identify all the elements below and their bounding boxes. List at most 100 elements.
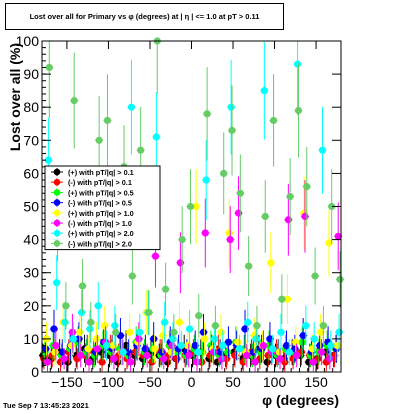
data-point xyxy=(85,358,93,366)
data-point xyxy=(275,348,283,356)
data-point xyxy=(328,202,336,211)
data-point xyxy=(203,110,211,118)
data-point xyxy=(259,341,268,350)
data-point xyxy=(94,302,102,310)
data-point xyxy=(136,328,144,336)
data-point xyxy=(150,345,159,353)
data-point xyxy=(260,87,268,95)
legend-entry: (+) with pT/|q| > 0.5 xyxy=(68,188,134,197)
x-tick-label: 150 xyxy=(304,374,328,390)
data-point xyxy=(175,318,184,326)
data-point xyxy=(235,345,244,353)
data-point xyxy=(202,176,210,184)
data-point xyxy=(195,312,203,320)
data-point xyxy=(45,63,53,72)
data-point xyxy=(70,96,78,105)
data-point xyxy=(210,348,218,356)
data-point xyxy=(143,351,151,360)
y-tick-label: 40 xyxy=(23,232,39,248)
data-point xyxy=(75,335,83,343)
data-point xyxy=(243,351,251,360)
data-point xyxy=(78,308,86,317)
data-point xyxy=(177,341,185,350)
y-tick-label: 0 xyxy=(31,364,39,380)
data-point xyxy=(160,355,168,363)
data-point xyxy=(61,318,69,326)
data-point xyxy=(137,146,145,154)
data-point xyxy=(326,355,334,363)
series-5 xyxy=(43,176,343,372)
x-tick-label: 0 xyxy=(188,374,196,390)
data-point xyxy=(128,272,136,280)
data-point xyxy=(253,322,261,330)
y-tick-label: 10 xyxy=(23,331,39,347)
data-point xyxy=(111,322,119,330)
data-point xyxy=(236,189,244,197)
y-tick-label: 90 xyxy=(23,66,39,82)
legend-marker xyxy=(53,209,61,217)
data-point xyxy=(135,335,143,343)
data-point xyxy=(319,322,327,330)
data-point xyxy=(219,341,227,350)
data-point xyxy=(161,285,170,293)
data-point xyxy=(277,328,285,336)
data-point xyxy=(318,146,327,154)
data-point xyxy=(86,325,94,333)
y-tick-label: 20 xyxy=(23,298,39,314)
data-point xyxy=(224,338,233,346)
data-point xyxy=(102,341,111,350)
legend-entry: (-) with pT/|q| > 0.5 xyxy=(68,199,132,208)
data-point xyxy=(227,103,235,111)
x-tick-label: −150 xyxy=(51,374,83,390)
data-point xyxy=(200,335,209,343)
data-point xyxy=(178,236,186,244)
axes: −150 −100 −50 0 50 100 150 0 10 20 30 40 50 60 70 80 90 1… xyxy=(7,33,342,408)
data-point xyxy=(126,328,134,336)
legend-entry: (-) with pT/|q| > 2.0 xyxy=(68,239,132,248)
data-point xyxy=(186,202,195,211)
data-point xyxy=(244,318,252,326)
data-point xyxy=(176,259,184,267)
legend: (+) with pT/|q| > 0.1 (-) with pT/|q| > 0… xyxy=(44,165,161,251)
data-point xyxy=(234,338,242,346)
data-point xyxy=(169,335,177,343)
data-point xyxy=(119,348,127,356)
data-point xyxy=(309,358,317,366)
legend-entry: (+) with pT/|q| > 0.1 xyxy=(68,168,134,177)
data-point xyxy=(53,279,61,287)
data-point xyxy=(269,116,278,125)
data-point xyxy=(78,282,87,290)
data-point xyxy=(168,341,176,350)
data-point xyxy=(239,358,247,366)
data-point xyxy=(42,345,50,353)
legend-marker xyxy=(53,178,61,186)
data-point xyxy=(325,239,333,247)
data-point xyxy=(278,295,286,303)
legend-marker xyxy=(53,199,61,206)
data-point xyxy=(310,335,318,343)
data-point xyxy=(51,348,59,356)
series-6 xyxy=(44,41,344,366)
data-point xyxy=(217,328,225,336)
data-point xyxy=(327,341,335,350)
data-point xyxy=(201,229,209,237)
data-point xyxy=(317,348,326,356)
x-tick-label: −50 xyxy=(138,374,162,390)
data-point xyxy=(170,328,178,336)
data-point xyxy=(316,341,324,350)
data-point xyxy=(84,345,92,353)
data-point xyxy=(286,192,294,201)
data-point xyxy=(263,358,271,366)
data-point xyxy=(77,351,85,360)
data-point xyxy=(298,338,306,346)
data-point xyxy=(267,259,275,267)
data-point xyxy=(245,262,253,270)
data-point xyxy=(87,318,95,326)
data-point xyxy=(317,328,325,336)
data-point xyxy=(308,345,316,353)
chart-title: Lost over all for Primary vs φ (degrees)… xyxy=(5,3,284,30)
data-point xyxy=(276,355,284,363)
data-point xyxy=(261,212,269,221)
data-point xyxy=(252,335,260,343)
data-point xyxy=(43,358,52,366)
